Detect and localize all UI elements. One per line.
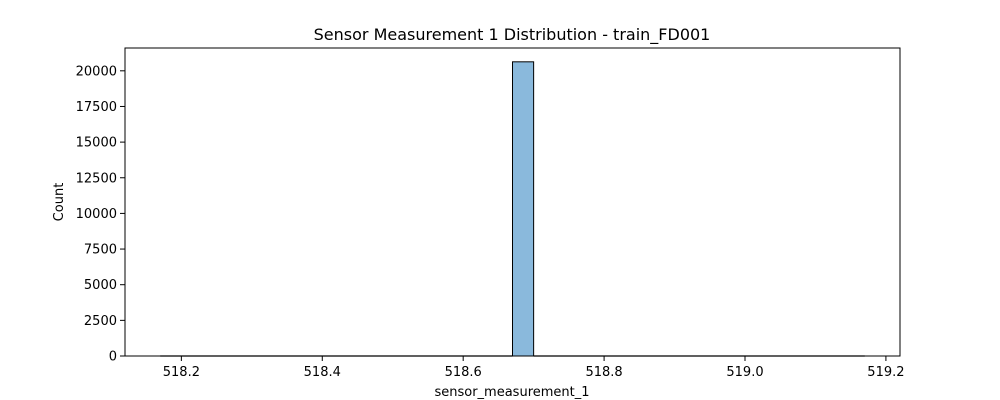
y-tick-label: 12500 [76,171,117,186]
y-tick-label: 20000 [76,64,117,79]
x-tick-label: 519.2 [867,365,904,380]
x-tick-label: 518.2 [163,365,200,380]
y-axis-label: Count [52,183,67,222]
histogram-bar [512,61,535,357]
y-tick-label: 2500 [84,314,117,329]
chart-title: Sensor Measurement 1 Distribution - trai… [314,25,711,45]
y-axis: 0 2500 5000 7500 10000 12500 15000 17500 20000 [76,64,125,365]
y-tick-label: 10000 [76,207,117,222]
plot-frame [124,47,901,357]
x-axis: 518.2 518.4 518.6 518.8 519.0 519.2 [163,356,905,380]
x-tick-label: 518.8 [585,365,622,380]
y-tick-label: 0 [109,350,117,365]
x-tick-label: 518.6 [445,365,482,380]
x-tick-label: 519.0 [726,365,763,380]
y-tick-label: 17500 [76,100,117,115]
x-tick-label: 518.4 [304,365,341,380]
bars-group [160,61,865,357]
y-tick-label: 15000 [76,136,117,151]
y-tick-label: 7500 [84,243,117,258]
x-axis-label: sensor_measurement_1 [434,385,589,400]
y-tick-label: 5000 [84,278,117,293]
